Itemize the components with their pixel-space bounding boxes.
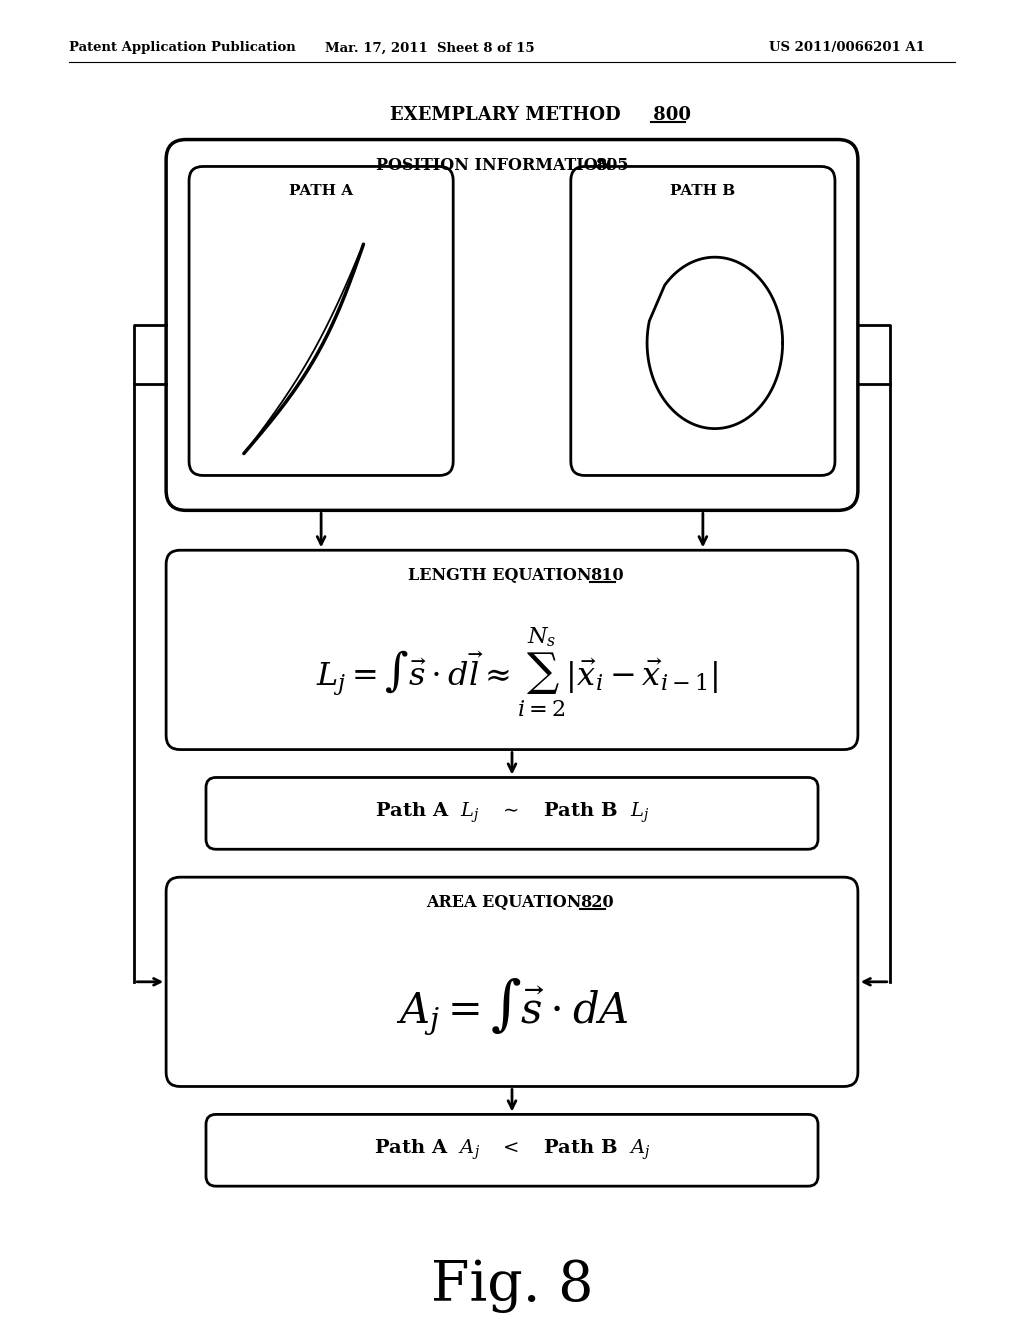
FancyBboxPatch shape	[166, 550, 858, 750]
Text: Fig. 8: Fig. 8	[431, 1258, 593, 1313]
Text: 810: 810	[590, 566, 624, 583]
Text: Path A  $A_j$   $<$   Path B  $A_j$: Path A $A_j$ $<$ Path B $A_j$	[374, 1138, 650, 1163]
Text: LENGTH EQUATION: LENGTH EQUATION	[409, 566, 592, 583]
Text: $L_j = \int \vec{s} \cdot d\vec{l} \approx \sum_{i=2}^{N_s} |\vec{x}_i - \vec{x}: $L_j = \int \vec{s} \cdot d\vec{l} \appr…	[315, 624, 718, 718]
FancyBboxPatch shape	[166, 140, 858, 511]
Text: EXEMPLARY METHOD: EXEMPLARY METHOD	[390, 106, 621, 124]
Text: PATH A: PATH A	[289, 185, 353, 198]
Text: Patent Application Publication: Patent Application Publication	[70, 41, 296, 54]
Text: 805: 805	[595, 157, 629, 174]
Text: 800: 800	[646, 106, 690, 124]
FancyBboxPatch shape	[189, 166, 454, 475]
Text: US 2011/0066201 A1: US 2011/0066201 A1	[769, 41, 925, 54]
FancyBboxPatch shape	[206, 1114, 818, 1187]
Text: Mar. 17, 2011  Sheet 8 of 15: Mar. 17, 2011 Sheet 8 of 15	[326, 41, 536, 54]
Text: 820: 820	[580, 894, 613, 911]
Text: AREA EQUATION: AREA EQUATION	[426, 894, 582, 911]
Text: Path A  $L_j$   $\sim$   Path B  $L_j$: Path A $L_j$ $\sim$ Path B $L_j$	[375, 801, 649, 825]
FancyBboxPatch shape	[570, 166, 835, 475]
Text: PATH B: PATH B	[671, 185, 735, 198]
Text: POSITION INFORMATION: POSITION INFORMATION	[376, 157, 612, 174]
FancyBboxPatch shape	[206, 777, 818, 849]
Text: $A_j = \int \vec{s} \cdot dA$: $A_j = \int \vec{s} \cdot dA$	[395, 977, 629, 1038]
FancyBboxPatch shape	[166, 878, 858, 1086]
